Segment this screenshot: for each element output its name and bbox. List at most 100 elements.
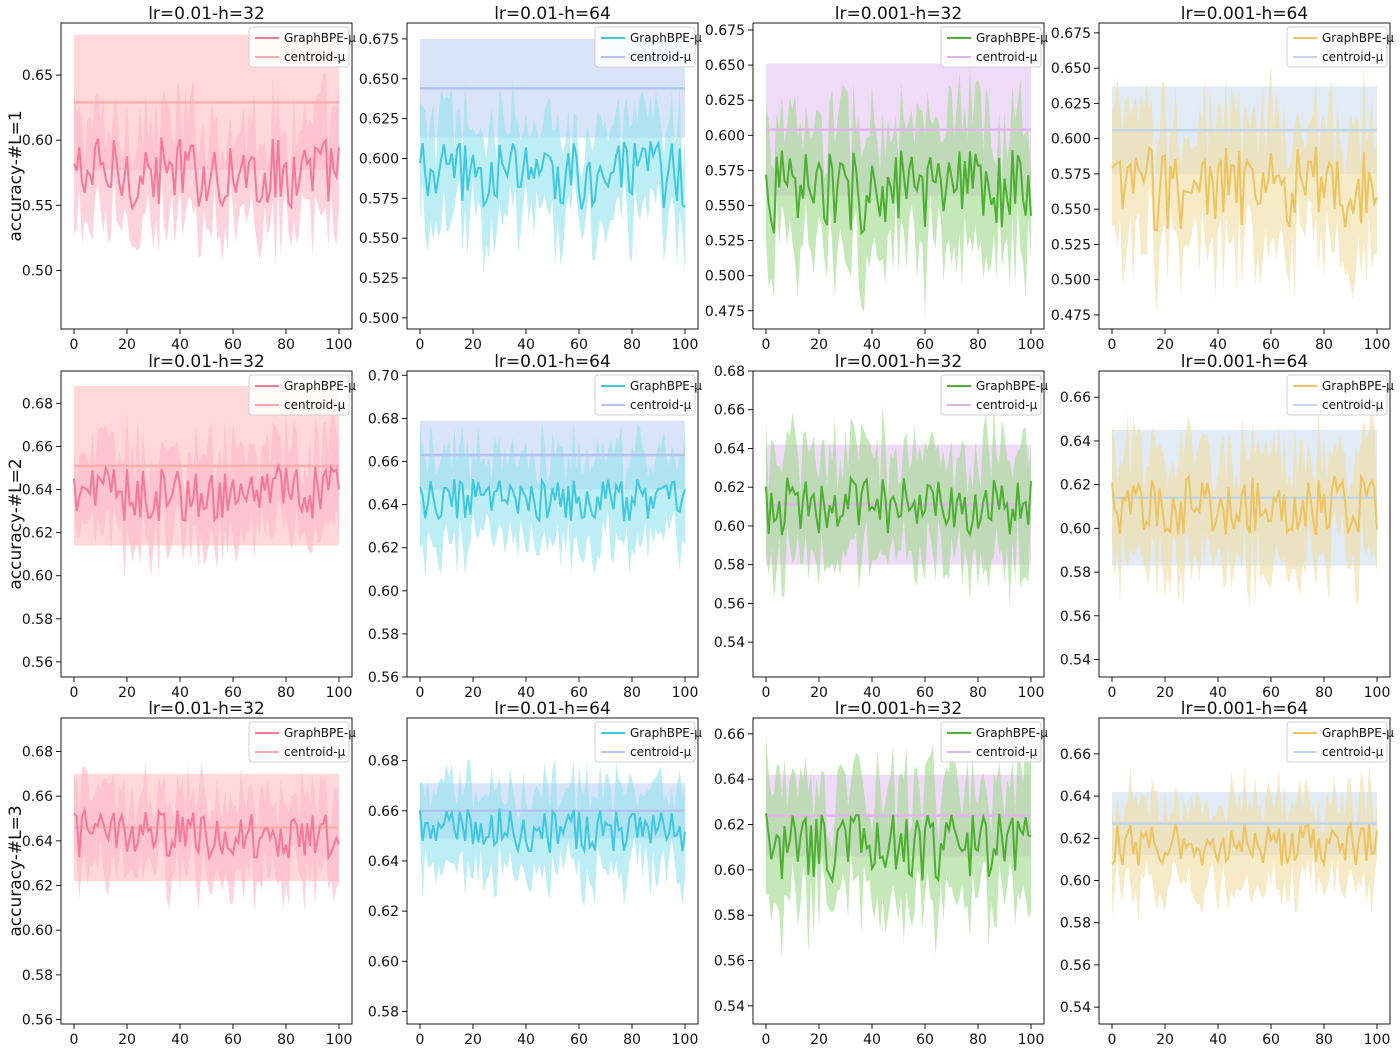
legend: GraphBPE-μ centroid-μ xyxy=(940,26,1048,68)
legend-label-centroid: centroid-μ xyxy=(1322,398,1384,412)
graphbpe-band xyxy=(420,421,685,580)
x-tick-label: 60 xyxy=(570,685,588,701)
x-tick-label: 100 xyxy=(1018,337,1045,353)
y-tick-label: 0.58 xyxy=(1060,565,1091,581)
y-tick-label: 0.54 xyxy=(714,999,745,1015)
y-tick-label: 0.66 xyxy=(1060,390,1091,406)
y-tick-label: 0.58 xyxy=(714,558,745,574)
y-tick-label: 0.66 xyxy=(714,403,745,419)
y-tick-label: 0.550 xyxy=(1051,202,1091,218)
x-tick-label: 80 xyxy=(969,685,987,701)
x-tick-label: 0 xyxy=(762,337,771,353)
y-tick-label: 0.56 xyxy=(714,596,745,612)
graphbpe-line xyxy=(765,812,1032,884)
axes-frame xyxy=(60,22,353,330)
graphbpe-line xyxy=(419,808,686,855)
plot-area xyxy=(419,757,686,908)
panel-r3-c3: 0 20 40 60 80 100 0.54 0.56 0.58 0.60 0.62 0.64 0.66… xyxy=(714,699,1048,1048)
y-tick-label: 0.54 xyxy=(1060,653,1091,669)
legend-label-graphbpe: GraphBPE-μ xyxy=(976,379,1048,393)
legend-label-centroid: centroid-μ xyxy=(284,745,346,759)
x-tick-label: 20 xyxy=(810,337,828,353)
panel-r2-c2: 0 20 40 60 80 100 0.56 0.58 0.60 0.62 0.64 0.66 0.68… xyxy=(368,352,702,701)
graphbpe-line xyxy=(73,806,340,862)
x-tick-label: 100 xyxy=(1018,685,1045,701)
y-tick-label: 0.525 xyxy=(359,271,399,287)
y-tick-label: 0.58 xyxy=(1060,916,1091,932)
x-tick-label: 60 xyxy=(1262,685,1280,701)
legend-label-centroid: centroid-μ xyxy=(976,745,1038,759)
y-tick-label: 0.64 xyxy=(1060,434,1091,450)
y-tick-label: 0.525 xyxy=(1051,237,1091,253)
panel-title: lr=0.01-h=64 xyxy=(494,699,611,719)
x-tick-label: 80 xyxy=(969,1032,987,1048)
y-tick-label: 0.650 xyxy=(1051,61,1091,77)
x-tick-label: 100 xyxy=(326,685,353,701)
panel-title: lr=0.001-h=32 xyxy=(835,4,962,24)
legend-label-graphbpe: GraphBPE-μ xyxy=(630,379,702,393)
plot-area xyxy=(1111,764,1378,924)
x-tick-label: 0 xyxy=(70,1032,79,1048)
y-tick-label: 0.62 xyxy=(1060,831,1091,847)
x-tick-label: 20 xyxy=(118,685,136,701)
axes-frame xyxy=(406,717,699,1025)
legend-label-graphbpe: GraphBPE-μ xyxy=(1322,379,1394,393)
y-tick-label: 0.625 xyxy=(705,93,745,109)
legend: GraphBPE-μ centroid-μ xyxy=(248,374,356,416)
y-tick-label: 0.675 xyxy=(705,23,745,39)
y-tick-label: 0.62 xyxy=(368,904,399,920)
x-tick-label: 60 xyxy=(224,337,242,353)
y-tick-label: 0.650 xyxy=(359,72,399,88)
y-tick-label: 0.500 xyxy=(359,311,399,327)
x-tick-label: 40 xyxy=(863,685,881,701)
y-tick-label: 0.64 xyxy=(22,834,53,850)
legend: GraphBPE-μ centroid-μ xyxy=(940,374,1048,416)
y-tick-label: 0.65 xyxy=(22,68,53,84)
y-tick-label: 0.60 xyxy=(1060,521,1091,537)
y-tick-label: 0.50 xyxy=(22,263,53,279)
y-tick-label: 0.68 xyxy=(22,396,53,412)
graphbpe-line xyxy=(419,139,686,210)
x-tick-label: 40 xyxy=(517,337,535,353)
axes-frame xyxy=(752,370,1045,678)
legend-label-centroid: centroid-μ xyxy=(1322,745,1384,759)
y-tick-label: 0.625 xyxy=(359,112,399,128)
legend-label-graphbpe: GraphBPE-μ xyxy=(630,31,702,45)
graphbpe-line xyxy=(1111,473,1378,536)
y-tick-label: 0.68 xyxy=(368,411,399,427)
y-tick-label: 0.600 xyxy=(1051,132,1091,148)
y-tick-label: 0.64 xyxy=(368,854,399,870)
legend-label-graphbpe: GraphBPE-μ xyxy=(284,726,356,740)
x-tick-label: 0 xyxy=(1108,685,1117,701)
legend-label-centroid: centroid-μ xyxy=(630,745,692,759)
y-tick-label: 0.68 xyxy=(368,754,399,770)
x-tick-label: 80 xyxy=(277,337,295,353)
graphbpe-line xyxy=(1111,819,1378,869)
y-tick-label: 0.58 xyxy=(22,968,53,984)
graphbpe-band xyxy=(1112,404,1377,610)
y-tick-label: 0.525 xyxy=(705,234,745,250)
graphbpe-band xyxy=(74,72,339,269)
x-tick-label: 80 xyxy=(277,685,295,701)
y-tick-label: 0.58 xyxy=(368,627,399,643)
y-tick-label: 0.550 xyxy=(359,231,399,247)
panel-r2-c4: 0 20 40 60 80 100 0.54 0.56 0.58 0.60 0.62 0.64 0.66… xyxy=(1060,352,1394,701)
y-tick-label: 0.575 xyxy=(1051,167,1091,183)
panel-r3-c1: 0 20 40 60 80 100 0.56 0.58 0.60 0.62 0.64 0.66 0.68… xyxy=(6,699,356,1048)
axes-frame xyxy=(1098,717,1391,1025)
axes-frame xyxy=(752,22,1045,330)
y-tick-label: 0.56 xyxy=(1060,958,1091,974)
legend-label-centroid: centroid-μ xyxy=(976,50,1038,64)
y-tick-label: 0.64 xyxy=(368,498,399,514)
axes-frame xyxy=(60,370,353,678)
x-tick-label: 20 xyxy=(810,685,828,701)
x-tick-label: 100 xyxy=(672,337,699,353)
y-tick-label: 0.625 xyxy=(1051,96,1091,112)
plot-area xyxy=(419,420,686,580)
x-tick-label: 80 xyxy=(1315,1032,1333,1048)
y-tick-label: 0.62 xyxy=(22,526,53,542)
x-tick-label: 100 xyxy=(672,1032,699,1048)
legend-label-centroid: centroid-μ xyxy=(630,50,692,64)
y-tick-label: 0.66 xyxy=(368,455,399,471)
x-tick-label: 20 xyxy=(118,337,136,353)
